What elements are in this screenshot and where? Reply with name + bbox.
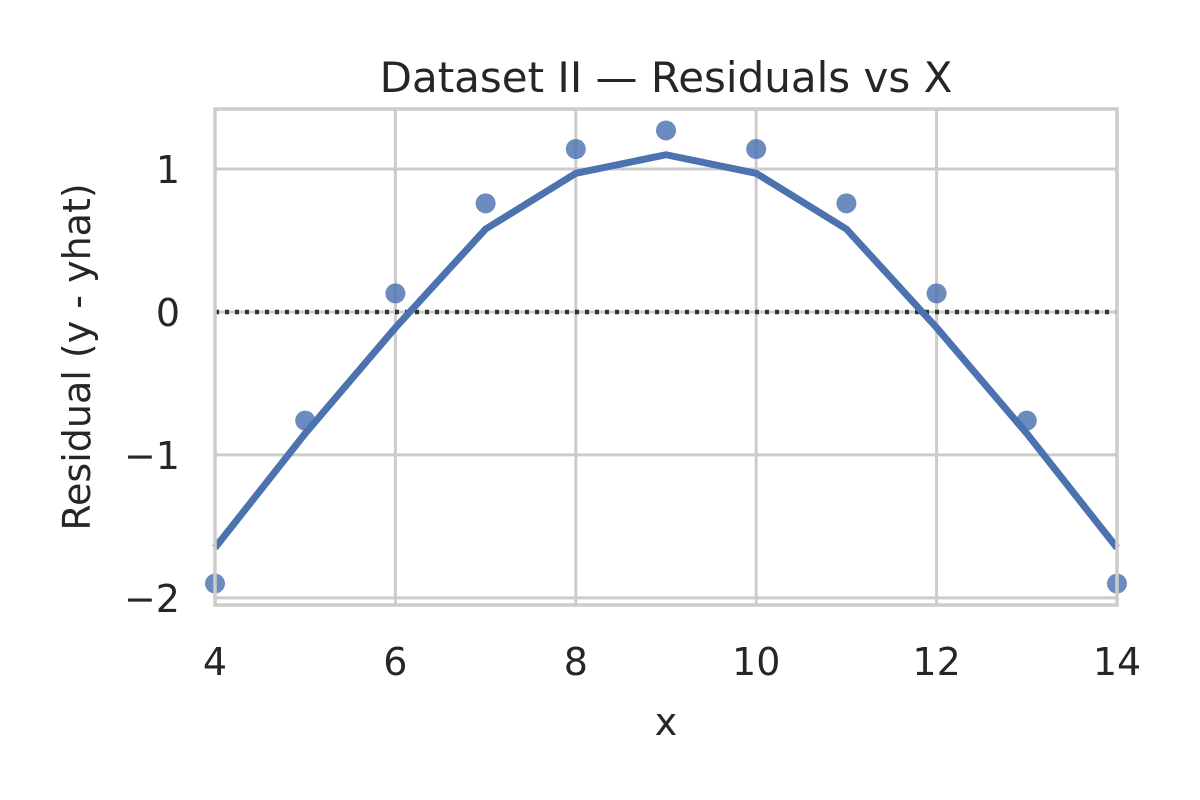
fit-line-layer	[212, 151, 1120, 550]
points-layer	[205, 120, 1127, 594]
x-tick-label: 8	[564, 640, 588, 684]
y-tick-label: −2	[124, 577, 180, 621]
residual-point	[475, 193, 496, 214]
residual-point	[746, 139, 767, 160]
residual-point	[295, 410, 316, 431]
x-tick-label: 6	[383, 640, 407, 684]
residual-point	[836, 193, 857, 214]
plot-frame	[213, 107, 1119, 607]
chart-title: Dataset II — Residuals vs X	[380, 53, 953, 102]
residual-point	[926, 283, 947, 304]
residual-point	[656, 120, 676, 141]
x-tick-labels: 4 6 8 10 12 14	[203, 640, 1141, 684]
residual-point	[565, 139, 586, 160]
residual-point	[385, 283, 406, 304]
residual-point	[1016, 410, 1037, 431]
x-axis-label: x	[655, 700, 678, 744]
y-tick-label: 0	[156, 291, 180, 335]
y-tick-labels: −2 −1 0 1	[124, 148, 180, 621]
x-tick-label: 14	[1093, 640, 1141, 684]
y-tick-label: −1	[124, 434, 180, 478]
x-tick-label: 12	[912, 640, 960, 684]
x-tick-label: 4	[203, 640, 227, 684]
fit-line	[212, 151, 1120, 550]
grid	[213, 109, 1119, 605]
y-tick-label: 1	[156, 148, 180, 192]
x-tick-label: 10	[732, 640, 780, 684]
y-axis-label: Residual (y - yhat)	[55, 183, 99, 530]
